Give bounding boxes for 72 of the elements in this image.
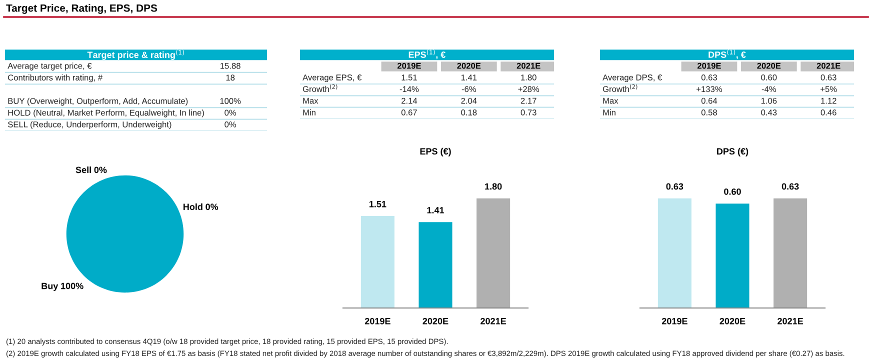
category-label: Growth$^{(2)}$ <box>602 84 638 92</box>
text: 15.88 <box>220 62 240 69</box>
data-label: 0.63 <box>666 183 684 190</box>
text: 0% <box>94 166 107 174</box>
chart-title: DPS (€) <box>717 148 748 156</box>
category-label: HOLD (Neutral, Market Perform, Equalweight, In line) <box>8 110 204 118</box>
data-label: 1.41 <box>427 207 444 214</box>
data-label: 1.80 <box>485 183 502 190</box>
text: 0.67 <box>401 110 417 116</box>
data-label: 100% <box>61 282 84 290</box>
data-label: 1.51 <box>369 201 386 208</box>
text: +133% <box>696 86 722 92</box>
chart-title: EPS (€) <box>420 148 451 156</box>
category-label: 2019E <box>397 62 421 69</box>
text: -4% <box>762 86 776 92</box>
x-tick-label: 2020E <box>720 318 746 324</box>
text: +28% <box>518 86 540 92</box>
text: Target price & rating$^{(1)}$ <box>87 50 184 60</box>
category-label: 2021E <box>516 62 540 69</box>
category-label: Min <box>603 109 616 116</box>
data-label: 0.63 <box>782 183 799 190</box>
category-label: 2021E <box>816 62 840 69</box>
category-label: 2019E <box>697 62 721 69</box>
x-tick-label: 2020E <box>422 318 448 324</box>
category-label: BUY (Overweight, Outperform, Add, Accumulate) <box>8 98 188 106</box>
x-tick-label: 2021E <box>480 318 506 324</box>
text: 0.18 <box>461 110 477 116</box>
text: 0.73 <box>520 110 536 116</box>
text: 18 <box>226 74 235 81</box>
text: 0.63 <box>701 74 717 80</box>
text: 1.12 <box>821 98 836 104</box>
text: 1.80 <box>521 74 536 80</box>
category-label: Hold <box>184 203 202 210</box>
category-label: Average target price, € <box>8 62 92 70</box>
category-label: Min <box>303 109 316 116</box>
category-label: 2020E <box>457 62 481 69</box>
x-tick-label: 2019E <box>662 318 688 324</box>
text: 2.14 <box>402 98 418 104</box>
x-tick-label: 2019E <box>364 318 390 324</box>
category-label: 2020E <box>757 62 781 69</box>
text: 2.04 <box>461 98 477 104</box>
text: 1.51 <box>402 74 417 80</box>
slice-label: Buy <box>42 282 58 291</box>
text: 1.41 <box>461 74 477 80</box>
text: 0.58 <box>701 110 717 116</box>
text: 0% <box>224 121 236 128</box>
text: DPS$^{(1)}$, € <box>708 50 746 60</box>
text: 2.17 <box>520 98 536 104</box>
text: +5% <box>820 86 837 92</box>
category-label: Growth$^{(2)}$ <box>302 84 338 92</box>
text: Target Price, Rating, EPS, DPS <box>6 4 158 14</box>
text: 0.63 <box>820 74 836 80</box>
text: EPS$^{(1)}$, € <box>408 50 446 60</box>
text: 1.06 <box>761 98 777 104</box>
data-label: 0.60 <box>724 188 741 195</box>
text: -14% <box>400 86 419 92</box>
category-label: Average EPS, € <box>302 74 362 82</box>
category-label: Sell <box>76 166 91 174</box>
category-label: Max <box>303 98 318 104</box>
category-label: Average DPS, € <box>602 74 662 82</box>
text: 0% <box>206 204 218 210</box>
text: 0.46 <box>820 110 836 116</box>
text: 0.43 <box>761 110 777 116</box>
text: -6% <box>462 86 476 92</box>
x-tick-label: 2021E <box>778 318 804 324</box>
category-label: Max <box>603 98 618 104</box>
category-label: SELL (Reduce, Underperform, Underweight) <box>8 121 172 130</box>
text: 0.64 <box>701 98 718 104</box>
text: 0% <box>224 110 236 116</box>
text: 0.60 <box>761 74 777 80</box>
category-label: Contributors with rating, # <box>8 74 103 82</box>
text: 100% <box>220 98 241 104</box>
